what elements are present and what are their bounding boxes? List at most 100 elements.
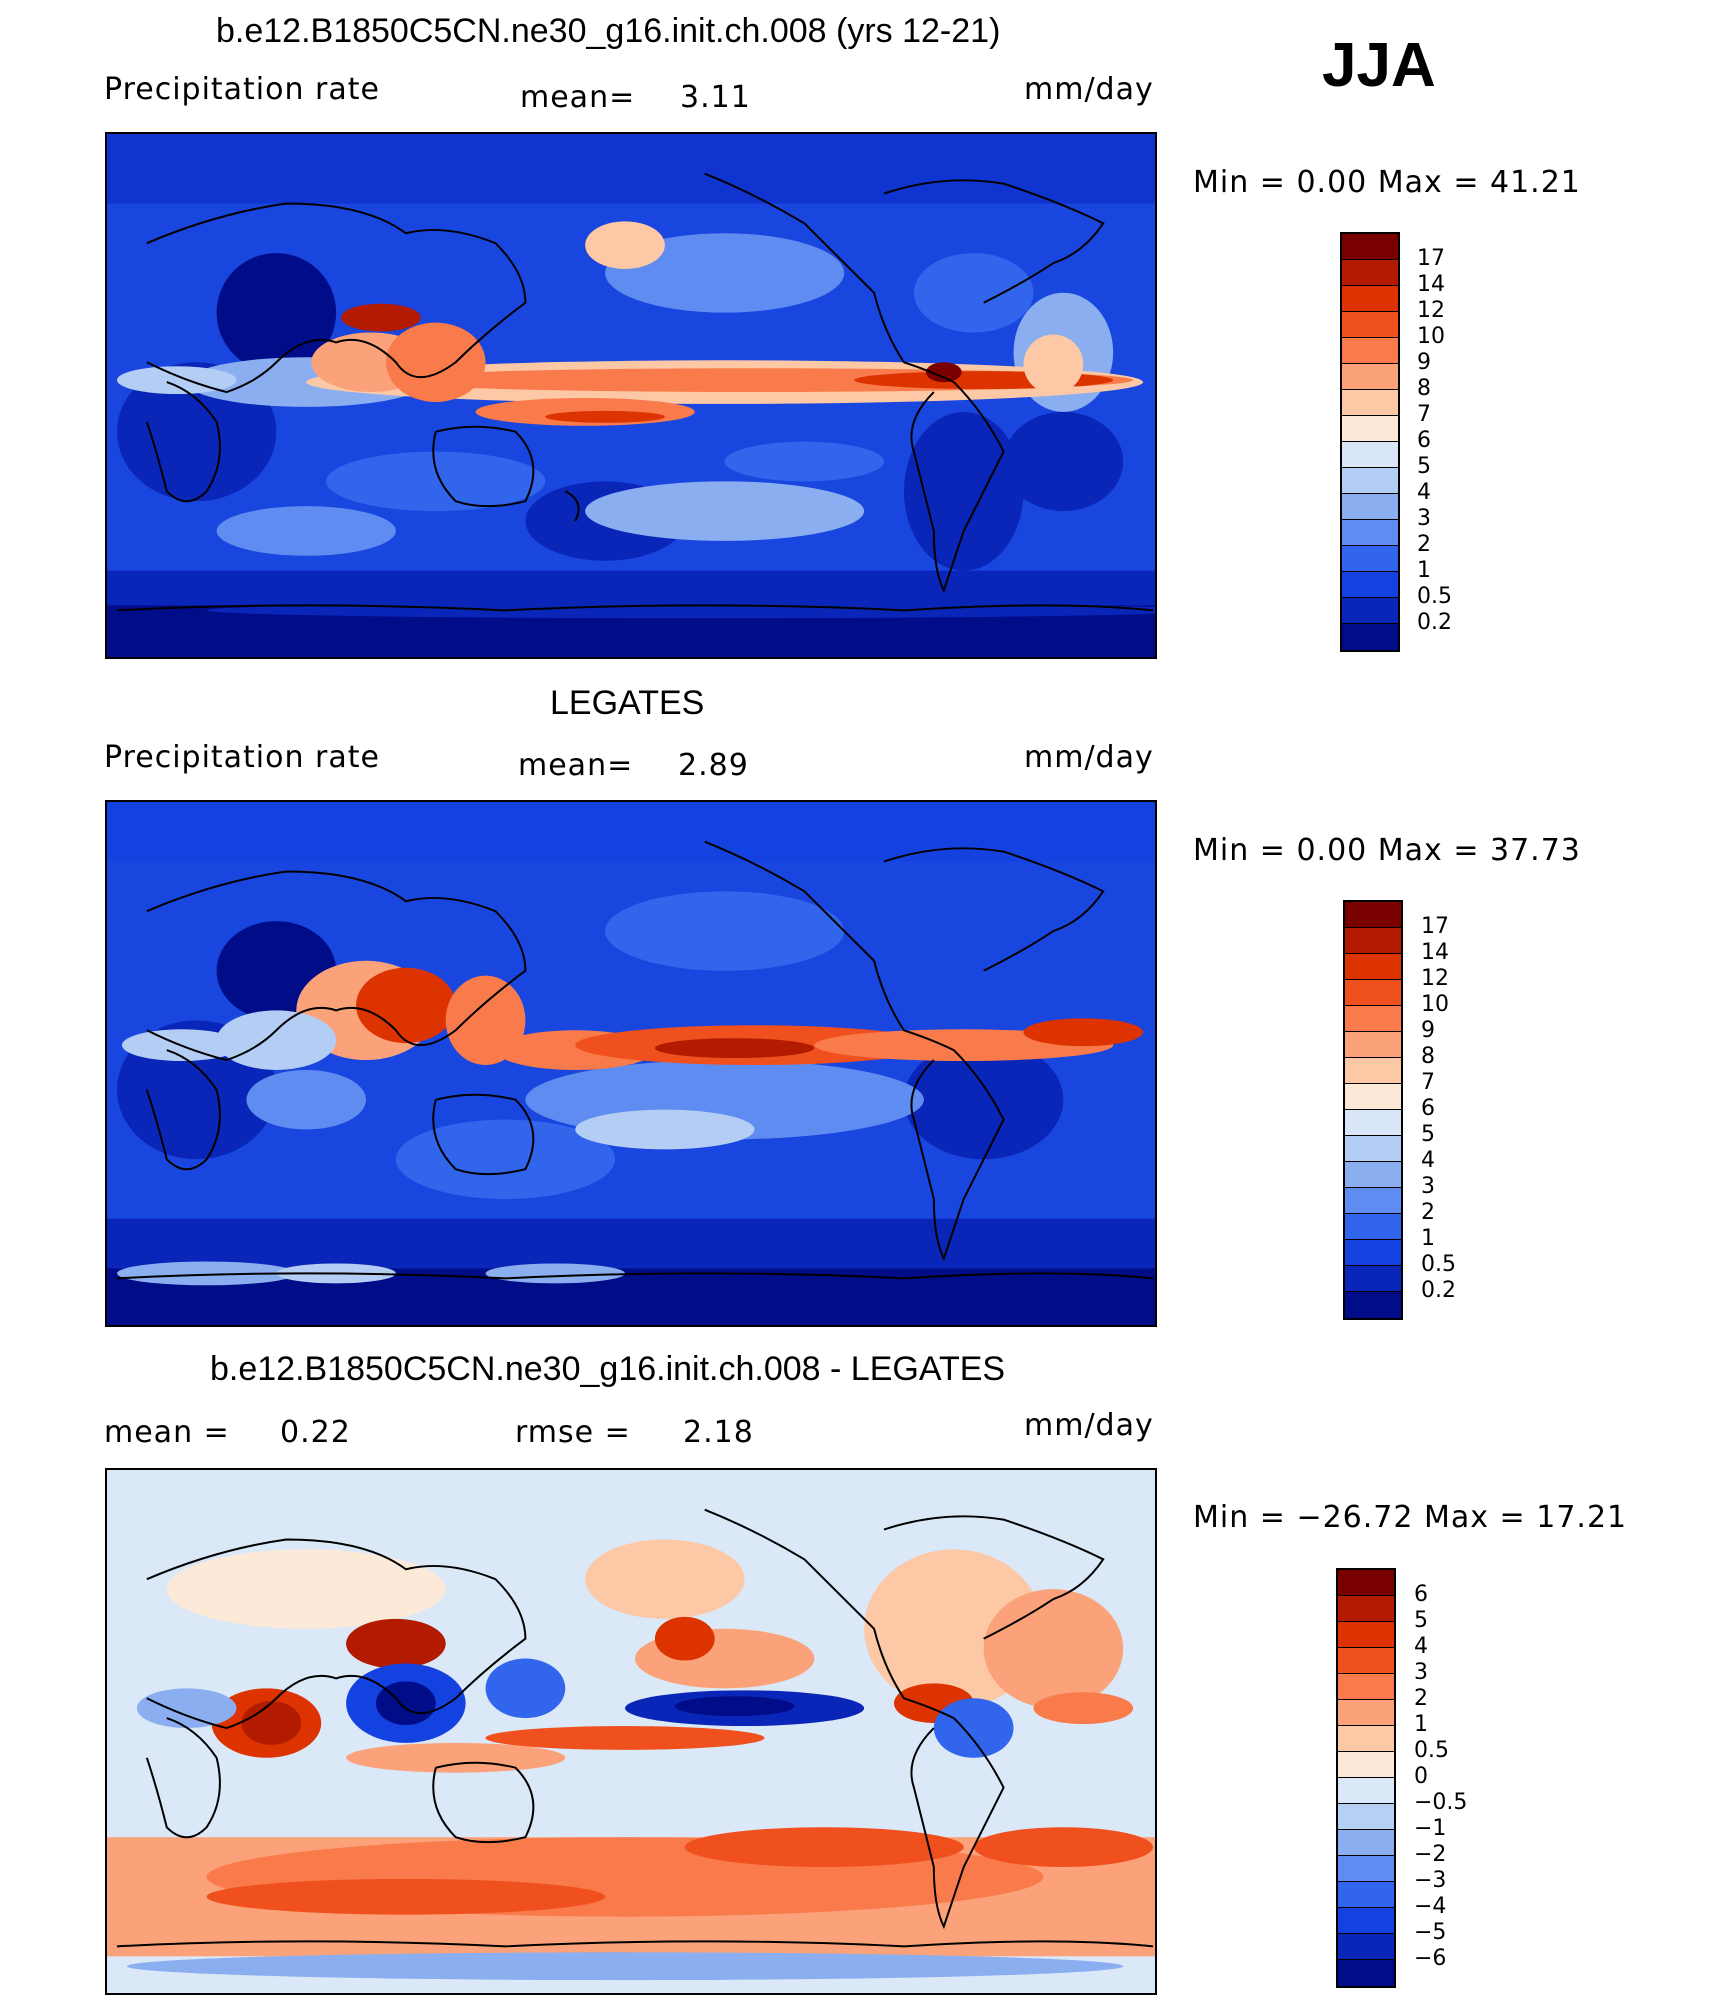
swatch — [1338, 1960, 1394, 1986]
colorbar-tick-label: 2 — [1414, 1686, 1428, 1711]
panel2-minmax: Min = 0.00 Max = 37.73 — [1193, 833, 1581, 868]
swatch — [1342, 286, 1398, 312]
panel1-colorbar-labels: 17 14 12 10 9 8 7 6 5 4 3 2 1 0.5 0.2 — [1417, 246, 1452, 636]
swatch — [1342, 260, 1398, 286]
swatch — [1342, 364, 1398, 390]
swatch — [1345, 1136, 1401, 1162]
colorbar-tick-label: 0.5 — [1414, 1738, 1449, 1763]
colorbar-tick-label: 5 — [1414, 1608, 1428, 1633]
colorbar-tick-label: 12 — [1417, 298, 1445, 323]
colorbar-tick-label: 7 — [1417, 402, 1431, 427]
panel1-mean-label: mean= — [520, 80, 636, 115]
swatch — [1338, 1882, 1394, 1908]
swatch — [1338, 1830, 1394, 1856]
colorbar-tick-label: 2 — [1421, 1200, 1435, 1225]
swatch — [1342, 598, 1398, 624]
swatch — [1338, 1856, 1394, 1882]
panel2-title: LEGATES — [550, 684, 705, 722]
panel2-variable-label: Precipitation rate — [104, 740, 380, 775]
swatch — [1338, 1570, 1394, 1596]
panel2-colorbar — [1343, 900, 1403, 1320]
swatch — [1338, 1726, 1394, 1752]
colorbar-tick-label: 17 — [1417, 246, 1445, 271]
swatch — [1345, 1162, 1401, 1188]
colorbar-tick-label: −1 — [1414, 1816, 1447, 1841]
colorbar-tick-label: 6 — [1421, 1096, 1435, 1121]
swatch — [1338, 1648, 1394, 1674]
panel1-precip-map — [105, 132, 1157, 659]
colorbar-tick-label: 0.5 — [1417, 584, 1452, 609]
panel3-difference-map — [105, 1468, 1157, 1995]
colorbar-tick-label: 10 — [1417, 324, 1445, 349]
swatch — [1342, 546, 1398, 572]
colorbar-tick-label: −0.5 — [1414, 1790, 1468, 1815]
swatch — [1342, 572, 1398, 598]
swatch — [1338, 1804, 1394, 1830]
colorbar-tick-label: 0.2 — [1417, 610, 1452, 635]
panel2-units: mm/day — [1024, 740, 1154, 775]
panel1-variable-label: Precipitation rate — [104, 72, 380, 107]
colorbar-tick-label: 7 — [1421, 1070, 1435, 1095]
colorbar-tick-label: 6 — [1414, 1582, 1428, 1607]
panel3-rmse-value: 2.18 — [683, 1415, 754, 1450]
colorbar-tick-label: 12 — [1421, 966, 1449, 991]
panel2-precip-map — [105, 800, 1157, 1327]
colorbar-tick-label: 4 — [1414, 1634, 1428, 1659]
colorbar-tick-label: 1 — [1417, 558, 1431, 583]
swatch — [1338, 1908, 1394, 1934]
colorbar-tick-label: −5 — [1414, 1920, 1447, 1945]
swatch — [1345, 1032, 1401, 1058]
colorbar-tick-label: 9 — [1421, 1018, 1435, 1043]
colorbar-tick-label: 17 — [1421, 914, 1449, 939]
panel2-colorbar-labels: 17 14 12 10 9 8 7 6 5 4 3 2 1 0.5 0.2 — [1421, 914, 1456, 1304]
panel3-mean-label: mean = — [104, 1415, 230, 1450]
swatch — [1345, 1214, 1401, 1240]
colorbar-tick-label: 9 — [1417, 350, 1431, 375]
colorbar-tick-label: 0.2 — [1421, 1278, 1456, 1303]
colorbar-tick-label: −4 — [1414, 1894, 1447, 1919]
colorbar-tick-label: 6 — [1417, 428, 1431, 453]
swatch — [1345, 902, 1401, 928]
panel2-mean-label: mean= — [518, 748, 634, 783]
panel1-mean-value: 3.11 — [680, 80, 751, 115]
swatch — [1342, 234, 1398, 260]
colorbar-tick-label: 4 — [1417, 480, 1431, 505]
colorbar-tick-label: 2 — [1417, 532, 1431, 557]
colorbar-tick-label: 1 — [1414, 1712, 1428, 1737]
colorbar-tick-label: 8 — [1421, 1044, 1435, 1069]
colorbar-tick-label: −6 — [1414, 1946, 1447, 1971]
panel2-mean-value: 2.89 — [678, 748, 749, 783]
swatch — [1345, 1292, 1401, 1318]
swatch — [1342, 520, 1398, 546]
swatch — [1338, 1596, 1394, 1622]
swatch — [1338, 1674, 1394, 1700]
colorbar-tick-label: 14 — [1421, 940, 1449, 965]
colorbar-tick-label: 5 — [1421, 1122, 1435, 1147]
colorbar-tick-label: 4 — [1421, 1148, 1435, 1173]
panel3-title: b.e12.B1850C5CN.ne30_g16.init.ch.008 - L… — [210, 1350, 1006, 1388]
colorbar-tick-label: 0 — [1414, 1764, 1428, 1789]
swatch — [1345, 1240, 1401, 1266]
swatch — [1345, 954, 1401, 980]
colorbar-tick-label: 14 — [1417, 272, 1445, 297]
swatch — [1345, 928, 1401, 954]
colorbar-tick-label: 3 — [1414, 1660, 1428, 1685]
panel1-title: b.e12.B1850C5CN.ne30_g16.init.ch.008 (yr… — [216, 12, 1001, 50]
swatch — [1338, 1622, 1394, 1648]
panel3-units: mm/day — [1024, 1408, 1154, 1443]
swatch — [1338, 1934, 1394, 1960]
swatch — [1345, 1110, 1401, 1136]
swatch — [1345, 1266, 1401, 1292]
swatch — [1338, 1700, 1394, 1726]
panel3-colorbar — [1336, 1568, 1396, 1988]
swatch — [1345, 1188, 1401, 1214]
colorbar-tick-label: 3 — [1421, 1174, 1435, 1199]
colorbar-tick-label: 1 — [1421, 1226, 1435, 1251]
colorbar-tick-label: 0.5 — [1421, 1252, 1456, 1277]
colorbar-tick-label: −3 — [1414, 1868, 1447, 1893]
colorbar-tick-label: 10 — [1421, 992, 1449, 1017]
panel3-rmse-label: rmse = — [515, 1415, 631, 1450]
swatch — [1342, 338, 1398, 364]
colorbar-tick-label: 3 — [1417, 506, 1431, 531]
panel1-minmax: Min = 0.00 Max = 41.21 — [1193, 165, 1581, 200]
